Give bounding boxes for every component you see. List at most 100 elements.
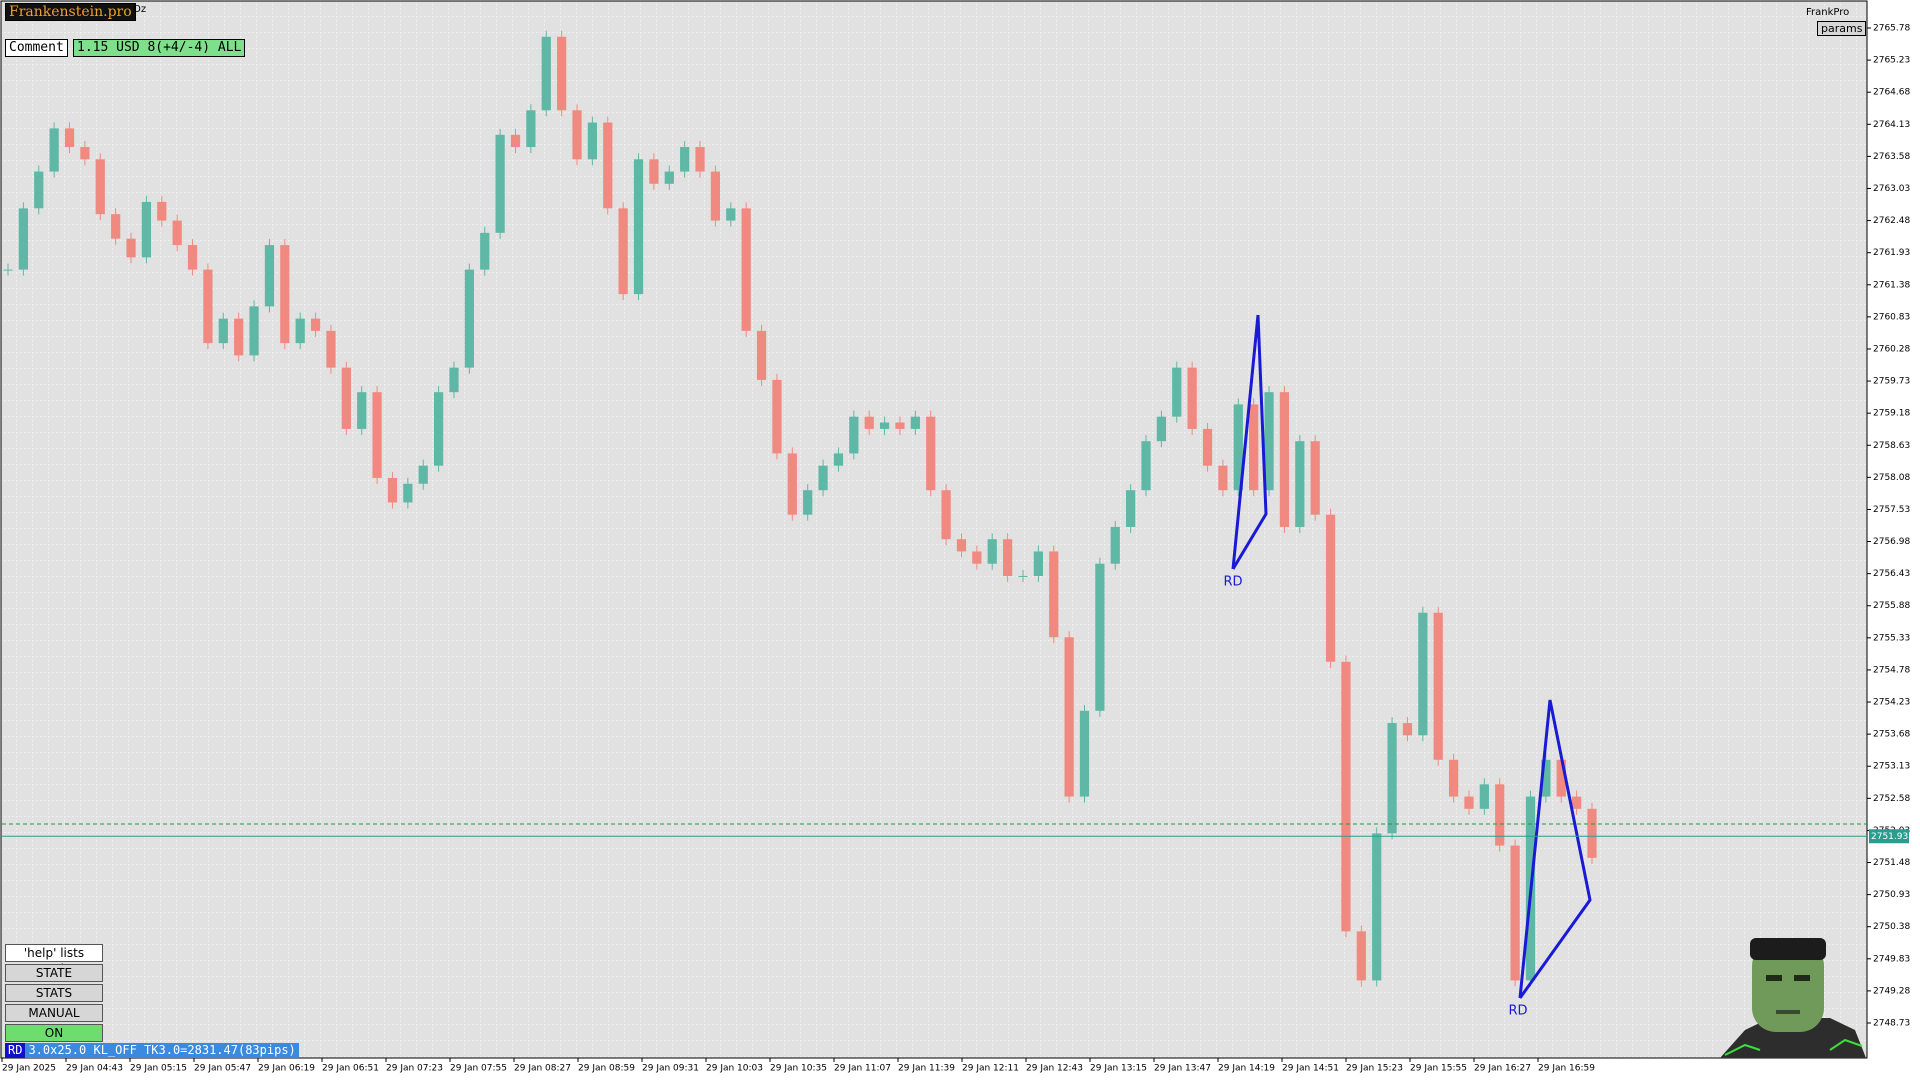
pattern-label: RD: [1223, 575, 1242, 590]
price-label: 2760.83: [1873, 312, 1910, 322]
status-bar: RD 3.0x25.0 KL_OFF TK3.0=2831.47(83pips): [5, 1043, 299, 1058]
comment-label: Comment: [5, 39, 68, 57]
price-label: 2754.23: [1873, 698, 1910, 708]
time-label: 29 Jan 10:35: [770, 1064, 827, 1074]
price-label: 2757.53: [1873, 505, 1910, 515]
panel-button[interactable]: STATE: [5, 964, 103, 982]
candle: [433, 392, 444, 466]
time-label: 29 Jan 08:27: [514, 1064, 571, 1074]
candle: [1448, 759, 1459, 797]
panel-button[interactable]: STATS: [5, 984, 103, 1002]
bid-badge: [1869, 829, 1909, 844]
candle: [526, 110, 536, 148]
candle: [64, 128, 75, 148]
panel-button[interactable]: MANUAL: [5, 1004, 103, 1022]
brand-badge: Frankenstein.pro: [5, 3, 136, 21]
price-label: 2765.23: [1873, 56, 1910, 66]
candle: [34, 171, 44, 209]
candle: [1587, 808, 1597, 858]
candle: [541, 36, 551, 111]
status-tag: RD: [5, 1043, 26, 1058]
candle: [3, 269, 13, 271]
candle: [449, 367, 459, 393]
candle: [864, 416, 874, 429]
candle: [1479, 784, 1489, 809]
params-button[interactable]: params: [1817, 21, 1867, 36]
time-label: 29 Jan 15:23: [1346, 1064, 1403, 1074]
bid-label: 2751.93: [1871, 832, 1908, 842]
candle: [280, 245, 290, 344]
time-label: 29 Jan 11:07: [834, 1064, 891, 1074]
price-label: 2761.38: [1873, 280, 1910, 290]
candle: [187, 245, 198, 270]
price-label: 2758.08: [1873, 473, 1910, 483]
candle: [249, 306, 259, 356]
price-label: 2760.28: [1873, 344, 1910, 354]
candle: [1341, 661, 1351, 932]
candle: [126, 238, 136, 258]
candle: [326, 330, 336, 368]
time-label: 29 Jan 10:03: [706, 1064, 763, 1074]
candle: [1572, 796, 1582, 809]
candle: [587, 122, 598, 160]
price-label: 2755.88: [1873, 601, 1910, 611]
time-label: 29 Jan 05:15: [130, 1064, 187, 1074]
candle: [680, 147, 690, 172]
candle: [1249, 404, 1259, 491]
candle: [926, 416, 936, 491]
candle: [1264, 392, 1274, 491]
candle: [1002, 539, 1013, 576]
candle: [464, 269, 474, 368]
candle: [372, 392, 382, 478]
candle: [1433, 612, 1443, 760]
candle: [1018, 575, 1028, 577]
price-label: 2758.63: [1873, 441, 1910, 451]
candle: [849, 416, 859, 454]
candle: [726, 208, 736, 221]
candle: [803, 490, 813, 515]
price-label: 2748.73: [1873, 1019, 1910, 1029]
price-label: 2753.13: [1873, 762, 1910, 772]
time-label: 29 Jan 06:19: [258, 1064, 315, 1074]
price-label: 2764.68: [1873, 88, 1910, 98]
candle: [1218, 465, 1228, 491]
candle: [172, 220, 182, 246]
price-label: 2756.43: [1873, 569, 1910, 579]
price-label: 2762.48: [1873, 216, 1910, 226]
panel-button[interactable]: ON: [5, 1024, 103, 1042]
time-label: 29 Jan 16:27: [1474, 1064, 1531, 1074]
price-label: 2750.38: [1873, 922, 1910, 932]
help-hint: 'help' lists cmds: [5, 944, 103, 976]
candle: [1049, 551, 1059, 638]
status-text: 3.0x25.0 KL_OFF TK3.0=2831.47(83pips): [25, 1043, 299, 1058]
candle: [510, 134, 521, 148]
time-label: 29 Jan 06:51: [322, 1064, 379, 1074]
price-label: 2753.68: [1873, 730, 1910, 740]
price-label: 2751.48: [1873, 858, 1910, 868]
candle: [1095, 563, 1105, 711]
price-label: 2761.93: [1873, 248, 1910, 258]
symbol-hint: Oz: [133, 4, 147, 15]
candle: [1156, 416, 1167, 442]
time-label: 29 Jan 08:59: [578, 1064, 635, 1074]
candle: [1310, 441, 1320, 515]
candle: [557, 36, 567, 111]
comment-value: 1.15 USD 8(+4/-4) ALL: [73, 39, 246, 57]
price-label: 2759.73: [1873, 377, 1910, 387]
candle: [956, 539, 967, 552]
candle: [357, 392, 367, 429]
price-label: 2759.18: [1873, 409, 1910, 419]
time-label: 29 Jan 2025: [2, 1064, 56, 1074]
candle: [1556, 759, 1566, 797]
candle: [1033, 551, 1043, 576]
candle: [649, 159, 659, 184]
candle: [741, 208, 751, 331]
candle: [1418, 612, 1428, 736]
candle: [1279, 392, 1290, 527]
candle: [18, 208, 28, 270]
candle: [341, 367, 351, 429]
candle: [141, 201, 152, 258]
candle: [418, 465, 428, 484]
candle: [787, 453, 797, 515]
